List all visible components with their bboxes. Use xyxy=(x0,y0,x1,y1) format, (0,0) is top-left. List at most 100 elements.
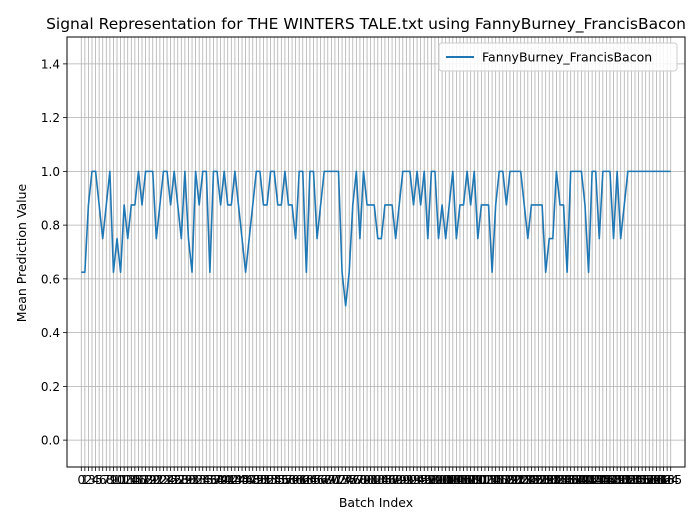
x-tick-label: 76 xyxy=(345,473,360,487)
x-tick-label: 157 xyxy=(631,473,654,487)
x-tick-label: 44 xyxy=(231,473,246,487)
legend-label: FannyBurney_FrancisBacon xyxy=(482,50,652,65)
x-gridlines xyxy=(80,37,672,467)
x-tick-label: 156 xyxy=(627,473,650,487)
x-tick-label: 90 xyxy=(395,473,410,487)
x-tick-label: 165 xyxy=(659,473,682,487)
x-tick-label: 31 xyxy=(184,473,199,487)
x-tick-label: 11 xyxy=(113,473,128,487)
x-tick-label: 97 xyxy=(420,473,435,487)
x-tick-label: 35 xyxy=(199,473,214,487)
x-tick-label: 101 xyxy=(431,473,454,487)
x-tick-label: 57 xyxy=(277,473,292,487)
x-tick-label: 27 xyxy=(170,473,185,487)
x-tick-label: 3 xyxy=(88,473,96,487)
y-tick-label: 0.2 xyxy=(41,380,60,394)
x-tick-label: 6 xyxy=(99,473,107,487)
x-tick-label: 13 xyxy=(120,473,135,487)
x-tick-label: 64 xyxy=(302,473,317,487)
x-tick-label: 138 xyxy=(563,473,586,487)
x-tick-label: 62 xyxy=(295,473,310,487)
x-tick-label: 18 xyxy=(138,473,153,487)
x-tick-label: 95 xyxy=(413,473,428,487)
x-tick-label: 73 xyxy=(334,473,349,487)
x-tick-label: 72 xyxy=(331,473,346,487)
x-tick-label: 54 xyxy=(267,473,282,487)
x-tick-label: 124 xyxy=(513,473,536,487)
y-tick-label: 0.4 xyxy=(41,326,60,340)
x-tick-label: 87 xyxy=(384,473,399,487)
x-tick-label: 88 xyxy=(388,473,403,487)
x-tick-label: 162 xyxy=(649,473,672,487)
legend-box xyxy=(438,42,678,72)
x-tick-label: 111 xyxy=(466,473,489,487)
x-tick-label: 5 xyxy=(95,473,103,487)
x-tick-label: 84 xyxy=(374,473,389,487)
x-tick-label: 41 xyxy=(220,473,235,487)
x-tick-label: 115 xyxy=(481,473,504,487)
x-axis-label: Batch Index xyxy=(339,495,413,510)
x-tick-label: 0 xyxy=(77,473,85,487)
x-tick-label: 155 xyxy=(624,473,647,487)
x-tick-label: 127 xyxy=(524,473,547,487)
x-tick-label: 145 xyxy=(588,473,611,487)
x-tick-label: 107 xyxy=(452,473,475,487)
x-tick-label: 103 xyxy=(438,473,461,487)
x-tick-label: 104 xyxy=(441,473,464,487)
x-tick-label: 134 xyxy=(549,473,572,487)
x-tick-label: 20 xyxy=(145,473,160,487)
x-tick-label: 9 xyxy=(110,473,118,487)
x-tick-label: 159 xyxy=(638,473,661,487)
x-tick-label: 147 xyxy=(595,473,618,487)
x-tick-label: 102 xyxy=(434,473,457,487)
chart-title: Signal Representation for THE WINTERS TA… xyxy=(46,15,686,34)
x-tick-label: 78 xyxy=(352,473,367,487)
x-tick-label: 100 xyxy=(427,473,450,487)
y-axis-ticks: 0.0 0.2 0.4 0.6 0.8 1.0 1.2 1.4 xyxy=(41,57,67,448)
y-tick-label: 0.8 xyxy=(41,219,60,233)
x-tick-label: 131 xyxy=(538,473,561,487)
x-tick-label: 34 xyxy=(195,473,210,487)
x-tick-label: 98 xyxy=(424,473,439,487)
x-tick-label: 122 xyxy=(506,473,529,487)
x-tick-label: 146 xyxy=(591,473,614,487)
x-tick-label: 132 xyxy=(541,473,564,487)
x-tick-label: 12 xyxy=(117,473,132,487)
series-layer xyxy=(81,170,671,307)
x-tick-label: 8 xyxy=(106,473,114,487)
x-tick-label: 125 xyxy=(516,473,539,487)
x-tick-label: 77 xyxy=(349,473,364,487)
x-tick-label: 136 xyxy=(556,473,579,487)
x-tick-label: 141 xyxy=(574,473,597,487)
legend: FannyBurney_FrancisBacon xyxy=(438,42,678,72)
x-tick-label: 152 xyxy=(613,473,636,487)
x-tick-label: 81 xyxy=(363,473,378,487)
x-tick-label: 161 xyxy=(645,473,668,487)
plot-frame xyxy=(66,36,686,468)
x-tick-label: 33 xyxy=(192,473,207,487)
x-tick-label: 75 xyxy=(342,473,357,487)
x-tick-label: 15 xyxy=(127,473,142,487)
x-tick-label: 117 xyxy=(488,473,511,487)
x-tick-label: 119 xyxy=(495,473,518,487)
x-tick-label: 128 xyxy=(527,473,550,487)
x-tick-label: 52 xyxy=(259,473,274,487)
x-tick-label: 92 xyxy=(402,473,417,487)
x-tick-label: 60 xyxy=(288,473,303,487)
x-tick-label: 29 xyxy=(177,473,192,487)
x-tick-label: 68 xyxy=(317,473,332,487)
x-tick-label: 71 xyxy=(327,473,342,487)
x-tick-label: 25 xyxy=(163,473,178,487)
x-tick-label: 158 xyxy=(634,473,657,487)
x-tick-label: 21 xyxy=(149,473,164,487)
x-tick-label: 143 xyxy=(581,473,604,487)
x-tick-label: 148 xyxy=(599,473,622,487)
x-tick-label: 37 xyxy=(206,473,221,487)
x-tick-label: 23 xyxy=(156,473,171,487)
x-tick-label: 149 xyxy=(602,473,625,487)
x-tick-label: 47 xyxy=(242,473,257,487)
x-tick-label: 160 xyxy=(641,473,664,487)
x-tick-label: 55 xyxy=(270,473,285,487)
y-tick-label: 1.4 xyxy=(41,57,60,71)
